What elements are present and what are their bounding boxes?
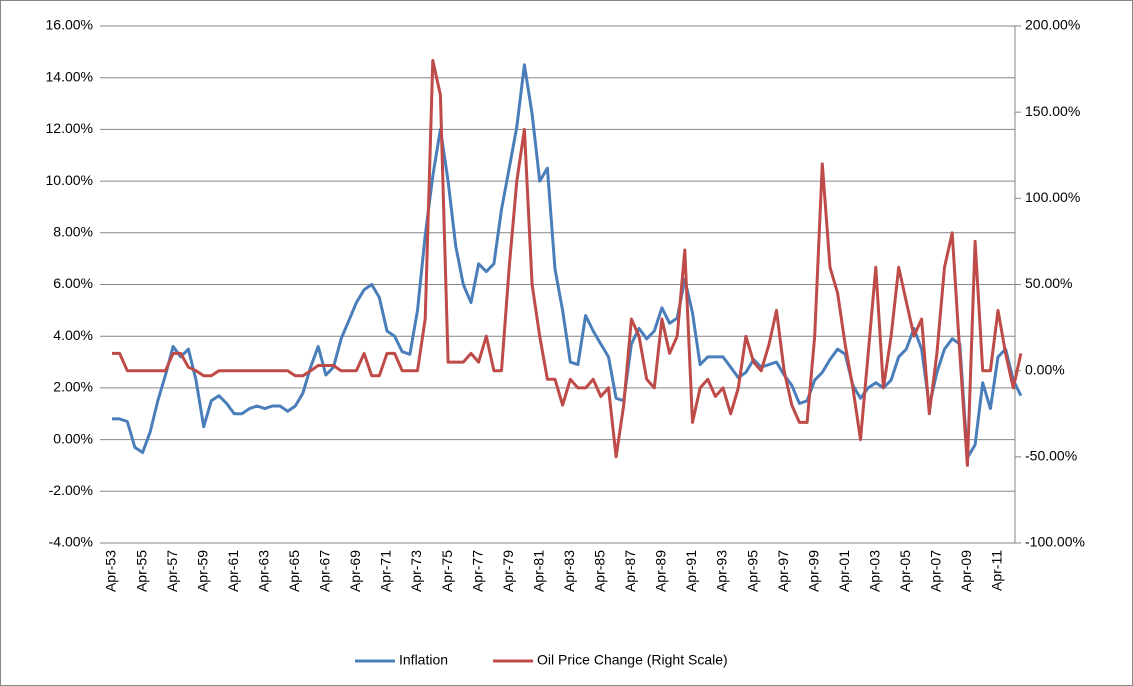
y2-tick-label: 150.00% bbox=[1025, 103, 1080, 119]
x-tick-label: Apr-03 bbox=[866, 550, 882, 592]
x-tick-label: Apr-59 bbox=[194, 550, 210, 592]
y-tick-label: 12.00% bbox=[46, 120, 93, 136]
x-tick-label: Apr-05 bbox=[897, 550, 913, 592]
x-tick-label: Apr-85 bbox=[592, 550, 608, 592]
y2-tick-label: -100.00% bbox=[1025, 534, 1085, 550]
x-tick-label: Apr-61 bbox=[225, 550, 241, 592]
x-tick-label: Apr-89 bbox=[653, 550, 669, 592]
y-tick-label: 8.00% bbox=[53, 224, 93, 240]
x-tick-label: Apr-71 bbox=[378, 550, 394, 592]
x-tick-label: Apr-93 bbox=[714, 550, 730, 592]
y-tick-label: 10.00% bbox=[46, 172, 93, 188]
x-tick-label: Apr-99 bbox=[805, 550, 821, 592]
x-tick-label: Apr-65 bbox=[286, 550, 302, 592]
x-tick-label: Apr-01 bbox=[836, 550, 852, 592]
x-tick-label: Apr-91 bbox=[683, 550, 699, 592]
y-tick-label: 16.00% bbox=[46, 17, 93, 33]
legend-label: Inflation bbox=[399, 652, 448, 668]
x-tick-label: Apr-83 bbox=[561, 550, 577, 592]
x-tick-label: Apr-53 bbox=[103, 550, 119, 592]
series-line bbox=[112, 59, 1023, 467]
x-tick-label: Apr-95 bbox=[744, 550, 760, 592]
x-tick-label: Apr-73 bbox=[408, 550, 424, 592]
x-tick-label: Apr-77 bbox=[469, 550, 485, 592]
x-tick-label: Apr-09 bbox=[958, 550, 974, 592]
y-tick-label: 0.00% bbox=[53, 430, 93, 446]
x-tick-label: Apr-57 bbox=[164, 550, 180, 592]
y-tick-label: 4.00% bbox=[53, 327, 93, 343]
y-tick-label: 14.00% bbox=[46, 68, 93, 84]
x-tick-label: Apr-55 bbox=[133, 550, 149, 592]
series-line bbox=[112, 63, 1023, 460]
y-tick-label: 6.00% bbox=[53, 275, 93, 291]
y-tick-label: -4.00% bbox=[49, 534, 93, 550]
legend-label: Oil Price Change (Right Scale) bbox=[537, 652, 728, 668]
y2-tick-label: 200.00% bbox=[1025, 17, 1080, 33]
y2-tick-label: -50.00% bbox=[1025, 448, 1077, 464]
y-tick-label: 2.00% bbox=[53, 379, 93, 395]
x-tick-label: Apr-11 bbox=[989, 550, 1005, 591]
y-tick-label: -2.00% bbox=[49, 482, 93, 498]
x-tick-label: Apr-07 bbox=[928, 550, 944, 592]
y2-tick-label: 0.00% bbox=[1025, 361, 1065, 377]
x-tick-label: Apr-87 bbox=[622, 550, 638, 592]
y2-tick-label: 50.00% bbox=[1025, 275, 1072, 291]
x-tick-label: Apr-75 bbox=[439, 550, 455, 592]
x-tick-label: Apr-69 bbox=[347, 550, 363, 592]
y2-tick-label: 100.00% bbox=[1025, 189, 1080, 205]
x-tick-label: Apr-79 bbox=[500, 550, 516, 592]
x-tick-label: Apr-63 bbox=[255, 550, 271, 592]
x-tick-label: Apr-97 bbox=[775, 550, 791, 592]
x-tick-label: Apr-81 bbox=[530, 550, 546, 592]
x-tick-label: Apr-67 bbox=[317, 550, 333, 592]
